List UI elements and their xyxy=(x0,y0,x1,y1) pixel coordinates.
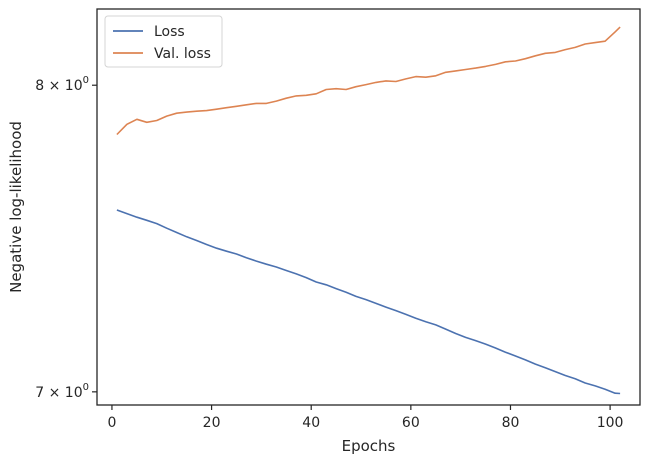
y-ticks: 7 × 100 8 × 100 xyxy=(35,75,97,401)
x-tick-label: 40 xyxy=(302,415,320,431)
plot-frame xyxy=(96,8,641,406)
x-tick-label: 0 xyxy=(107,415,116,431)
series-layer xyxy=(116,26,621,395)
x-ticks: 0 20 40 60 80 100 xyxy=(107,405,623,431)
legend-label-val-loss: Val. loss xyxy=(154,46,211,62)
legend: Loss Val. loss xyxy=(104,15,223,68)
x-axis-label: Epochs xyxy=(342,437,396,455)
legend-label-loss: Loss xyxy=(154,24,185,40)
x-tick-label: 60 xyxy=(402,415,420,431)
y-axis-label: Negative log-likelihood xyxy=(7,121,25,293)
series-line-val-loss xyxy=(116,26,621,136)
x-tick-label: 20 xyxy=(203,415,221,431)
x-tick-label: 80 xyxy=(502,415,520,431)
x-tick-label: 100 xyxy=(597,415,624,431)
series-line-loss xyxy=(116,209,621,395)
legend-box xyxy=(104,15,223,68)
y-tick-label: 8 × 100 xyxy=(35,75,89,94)
y-tick-label: 7 × 100 xyxy=(35,382,89,401)
